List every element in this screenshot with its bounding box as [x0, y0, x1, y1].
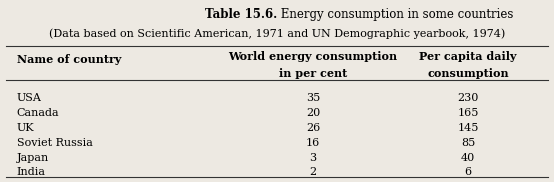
- Text: 6: 6: [465, 167, 471, 177]
- Text: Table 15.6.: Table 15.6.: [205, 8, 277, 21]
- Text: 145: 145: [458, 123, 479, 133]
- Text: 85: 85: [461, 138, 475, 148]
- Text: 3: 3: [310, 153, 316, 163]
- Text: 2: 2: [310, 167, 316, 177]
- Text: Energy consumption in some countries: Energy consumption in some countries: [277, 8, 514, 21]
- Text: 26: 26: [306, 123, 320, 133]
- Text: consumption: consumption: [427, 68, 509, 79]
- Text: (Data based on Scientific American, 1971 and UN Demographic yearbook, 1974): (Data based on Scientific American, 1971…: [49, 28, 505, 39]
- Text: 165: 165: [458, 108, 479, 118]
- Text: Japan: Japan: [17, 153, 49, 163]
- Text: UK: UK: [17, 123, 34, 133]
- Text: India: India: [17, 167, 45, 177]
- Text: Soviet Russia: Soviet Russia: [17, 138, 93, 148]
- Text: 40: 40: [461, 153, 475, 163]
- Text: 35: 35: [306, 93, 320, 103]
- Text: 16: 16: [306, 138, 320, 148]
- Text: Per capita daily: Per capita daily: [419, 51, 517, 62]
- Text: in per cent: in per cent: [279, 68, 347, 79]
- Text: Canada: Canada: [17, 108, 59, 118]
- Text: USA: USA: [17, 93, 42, 103]
- Text: World energy consumption: World energy consumption: [228, 51, 398, 62]
- Text: Name of country: Name of country: [17, 54, 121, 65]
- Text: 230: 230: [458, 93, 479, 103]
- Text: 20: 20: [306, 108, 320, 118]
